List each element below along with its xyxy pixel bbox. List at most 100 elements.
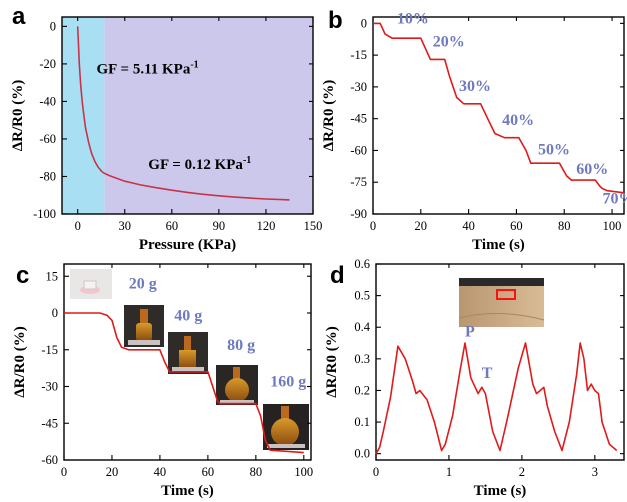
x-tick-label: 90: [213, 219, 226, 233]
annotation-label: 80 g: [227, 337, 255, 354]
x-tick-label: 40: [154, 465, 167, 479]
y-axis-label-text: ΔR/R0 (%): [12, 326, 28, 397]
y-tick-label: 15: [46, 269, 59, 283]
y-tick-label: -15: [350, 48, 367, 62]
weight-neck-icon: [233, 367, 240, 379]
sensor-marker-icon: [496, 289, 516, 300]
annotation-label: T: [482, 365, 493, 382]
x-axis-label: Time (s): [474, 483, 527, 499]
x-tick-label: 0: [370, 219, 376, 233]
y-tick-label: -45: [350, 112, 367, 126]
y-tick-label: 0.3: [354, 352, 370, 366]
y-tick-label: 0.5: [354, 289, 370, 303]
skin-crease: [458, 313, 545, 321]
x-tick-label: 150: [304, 219, 323, 233]
photo-wrist-sensor: [458, 278, 545, 327]
photo-80g: [216, 365, 258, 405]
annotation-label: 10%: [397, 10, 429, 27]
sensor-base-icon: [220, 400, 254, 404]
y-tick-label: -60: [41, 453, 58, 467]
weight-neck-icon: [281, 406, 289, 420]
panel-letter: d: [330, 262, 345, 289]
x-tick-label: 30: [119, 219, 132, 233]
annotation-label: GF = 0.12 KPa-1: [148, 155, 251, 173]
plot-frame: [372, 16, 625, 215]
plot-frame: [61, 16, 314, 215]
photo-unloaded: [70, 269, 112, 299]
y-tick-label: -30: [41, 380, 58, 394]
x-tick-label: 2: [519, 465, 525, 479]
annotation-label: 20%: [433, 34, 465, 51]
x-tick-label: 60: [202, 465, 215, 479]
y-tick-label: 0.4: [354, 320, 370, 334]
y-tick-label: -100: [33, 207, 56, 221]
y-tick-label: -15: [41, 343, 58, 357]
x-tick-label: 40: [462, 219, 475, 233]
annotation-label: P: [465, 324, 475, 341]
y-tick-label: -90: [350, 207, 367, 221]
annotation-label: 70%: [602, 190, 627, 207]
x-axis-label: Pressure (KPa): [139, 237, 236, 253]
annotation-superscript: -1: [243, 155, 251, 166]
sensor-base-icon: [172, 367, 204, 372]
x-tick-label: 0: [75, 219, 81, 233]
y-tick-label: 0.1: [354, 415, 370, 429]
weight-neck-icon: [184, 336, 191, 350]
y-tick-label: 0: [52, 306, 58, 320]
panel-d: 0 1 2 3 0.0 0.1 0.2 0.3 0.4 0.5 0.6 Time (s) ΔR/R0 (…: [324, 257, 625, 499]
x-tick-label: 3: [592, 465, 598, 479]
annotation-main: GF = 5.11 KPa: [97, 61, 191, 77]
y-tick-label: -40: [39, 94, 56, 108]
y-tick-label: -60: [39, 132, 56, 146]
plot-frame: [63, 263, 312, 461]
x-axis-label: Time (s): [472, 237, 525, 253]
panel-letter: c: [16, 262, 29, 289]
y-tick-label: 0.6: [354, 257, 370, 271]
x-tick-label: 80: [250, 465, 263, 479]
photo-20g: [124, 305, 164, 347]
x-tick-label: 0: [61, 465, 67, 479]
weight-bottle-icon: [136, 323, 152, 341]
y-axis-label-text: ΔR/R0 (%): [321, 80, 337, 151]
panel-letter: a: [12, 3, 26, 30]
y-axis-label-text: ΔR/R0 (%): [10, 80, 26, 151]
annotation-label: 40%: [502, 112, 534, 129]
panel-c: 0 20 40 60 80 100 15 0 -15 -30 -45 -60 Time (s) ΔR/R0…: [12, 262, 313, 499]
annotation-label: 50%: [538, 142, 570, 159]
weight-bottle-icon: [179, 350, 196, 368]
series-line-0: [64, 312, 304, 454]
y-axis-label: ΔR/R0 (%): [324, 326, 340, 397]
x-tick-label: 120: [257, 219, 276, 233]
series-line-0: [375, 342, 618, 455]
annotation-label: 160 g: [270, 374, 306, 391]
y-axis-label: ΔR/R0 (%): [321, 80, 337, 151]
y-tick-label: -60: [350, 143, 367, 157]
series-line-0: [373, 22, 625, 194]
panel-b: 0 20 40 60 80 100 0 -15 -30 -45 -60 -75 -90 Time (s) Δ…: [321, 7, 627, 253]
plot-frame: [375, 263, 625, 461]
annotation-label: GF = 5.11 KPa-1: [97, 59, 199, 77]
shaded-region-1: [104, 17, 313, 214]
series-line-0: [76, 26, 290, 201]
annotation-label: 40 g: [174, 307, 202, 324]
x-tick-label: 20: [415, 219, 428, 233]
annotation-label: 20 g: [129, 276, 157, 293]
x-tick-label: 1: [446, 465, 452, 479]
weight-neck-icon: [140, 309, 148, 325]
y-tick-label: -80: [39, 169, 56, 183]
x-tick-label: 20: [106, 465, 119, 479]
photo-40g: [168, 332, 208, 374]
photo-shadow: [459, 278, 544, 286]
x-axis-label: Time (s): [161, 483, 214, 499]
y-axis-label-text: ΔR/R0 (%): [324, 326, 340, 397]
x-tick-label: 100: [603, 219, 622, 233]
sensor-base-icon: [128, 340, 160, 345]
y-axis-label: ΔR/R0 (%): [12, 326, 28, 397]
x-tick-label: 0: [373, 465, 379, 479]
x-tick-label: 80: [558, 219, 571, 233]
annotation-label: 60%: [576, 161, 608, 178]
y-tick-label: -20: [39, 57, 56, 71]
sensor-pad-icon: [83, 280, 97, 290]
weight-flask-icon: [271, 418, 299, 446]
y-tick-label: 0.2: [354, 383, 370, 397]
